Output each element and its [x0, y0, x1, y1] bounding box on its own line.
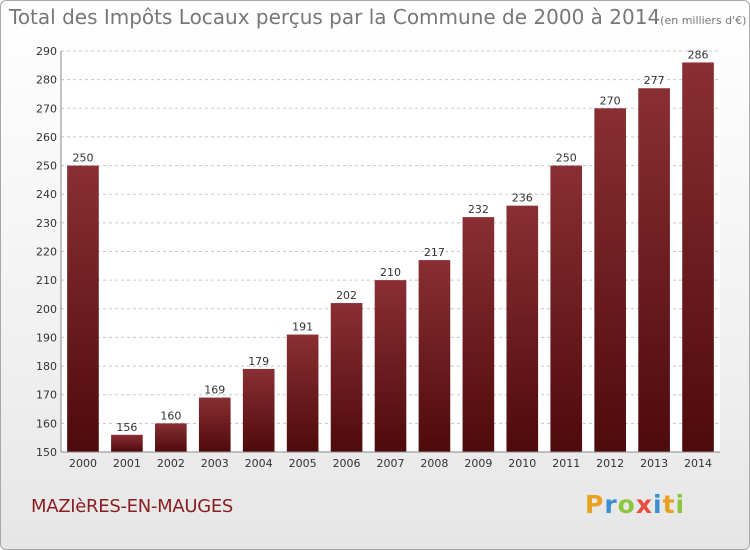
bar-2001 — [111, 434, 143, 452]
value-label: 250 — [72, 152, 93, 165]
value-label: 156 — [116, 421, 137, 434]
y-tick-label: 160 — [36, 417, 57, 430]
y-tick-label: 190 — [36, 331, 57, 344]
logo-letter: P — [585, 490, 605, 519]
x-tick-label: 2004 — [245, 457, 273, 470]
bar-2008 — [418, 260, 451, 452]
bars — [67, 62, 714, 453]
bar-2011 — [550, 165, 583, 453]
chart-title: Total des Impôts Locaux perçus par la Co… — [9, 5, 746, 29]
logo-letter: i — [653, 490, 663, 519]
y-tick-label: 210 — [36, 274, 57, 287]
bar-2014 — [682, 62, 714, 452]
bar-2004 — [242, 368, 275, 452]
bar-2002 — [155, 423, 187, 452]
logo-letter: i — [675, 490, 686, 519]
y-tick-label: 260 — [36, 131, 57, 144]
y-tick-label: 270 — [36, 102, 57, 115]
bar-2005 — [286, 334, 319, 452]
x-tick-label: 2012 — [596, 457, 624, 470]
grid-lines — [61, 50, 720, 424]
bar-2000 — [67, 165, 99, 453]
value-label: 217 — [424, 246, 445, 259]
x-tick-label: 2014 — [684, 457, 712, 470]
logo-letter: x — [635, 490, 653, 519]
y-tick-label: 250 — [36, 160, 57, 173]
x-tick-label: 2002 — [157, 457, 185, 470]
y-tick-label: 170 — [36, 389, 57, 402]
logo-letter: r — [604, 490, 618, 519]
chart-title-unit: (en milliers d'€) — [660, 14, 747, 27]
y-tick-label: 200 — [36, 303, 57, 316]
x-axis-ticks: 2000 2001 2002 2003 2004 2005 2006 2007 2008 2009… — [69, 457, 712, 470]
proxiti-logo: Proxiti — [585, 490, 685, 519]
bar-2012 — [594, 108, 626, 453]
commune-name: MAZIèRES-EN-MAUGES — [31, 496, 234, 517]
bar-2003 — [198, 397, 231, 452]
value-label: 160 — [160, 409, 181, 422]
y-axis-ticks: 150 160 170 180 190 200 210 220 230 240 250 260 270 2… — [36, 45, 57, 459]
y-tick-label: 280 — [36, 74, 57, 87]
y-tick-label: 180 — [36, 360, 57, 373]
value-label: 286 — [688, 48, 709, 61]
value-label: 232 — [468, 203, 489, 216]
x-tick-label: 2006 — [333, 457, 361, 470]
x-tick-label: 2013 — [640, 457, 668, 470]
bar-2009 — [462, 217, 495, 452]
value-label: 250 — [556, 152, 577, 165]
value-label: 202 — [336, 289, 357, 302]
x-tick-label: 2003 — [201, 457, 229, 470]
x-tick-label: 2000 — [69, 457, 97, 470]
bar-2007 — [374, 280, 407, 452]
bar-2013 — [638, 88, 670, 452]
bar-2010 — [506, 205, 539, 452]
y-tick-label: 240 — [36, 188, 57, 201]
logo-letter: t — [662, 490, 676, 519]
value-labels: 250 156 160 169 179 191 202 210 217 232 236 250 270 2… — [72, 48, 708, 433]
x-tick-label: 2011 — [552, 457, 580, 470]
x-tick-label: 2005 — [289, 457, 317, 470]
logo-letter: o — [617, 490, 636, 519]
y-tick-label: 230 — [36, 217, 57, 230]
y-tick-label: 290 — [36, 45, 57, 58]
x-tick-label: 2007 — [377, 457, 405, 470]
y-tick-label: 220 — [36, 246, 57, 259]
x-tick-label: 2009 — [464, 457, 492, 470]
chart-title-main: Total des Impôts Locaux perçus par la Co… — [9, 5, 661, 29]
value-label: 191 — [292, 321, 313, 334]
value-label: 277 — [644, 74, 665, 87]
value-label: 169 — [204, 384, 225, 397]
x-tick-label: 2010 — [508, 457, 536, 470]
x-tick-label: 2008 — [420, 457, 448, 470]
value-label: 270 — [600, 94, 621, 107]
x-tick-label: 2001 — [113, 457, 141, 470]
y-tick-label: 150 — [36, 446, 57, 459]
value-label: 210 — [380, 266, 401, 279]
value-label: 179 — [248, 355, 269, 368]
bar-2006 — [330, 303, 363, 452]
value-label: 236 — [512, 192, 533, 205]
